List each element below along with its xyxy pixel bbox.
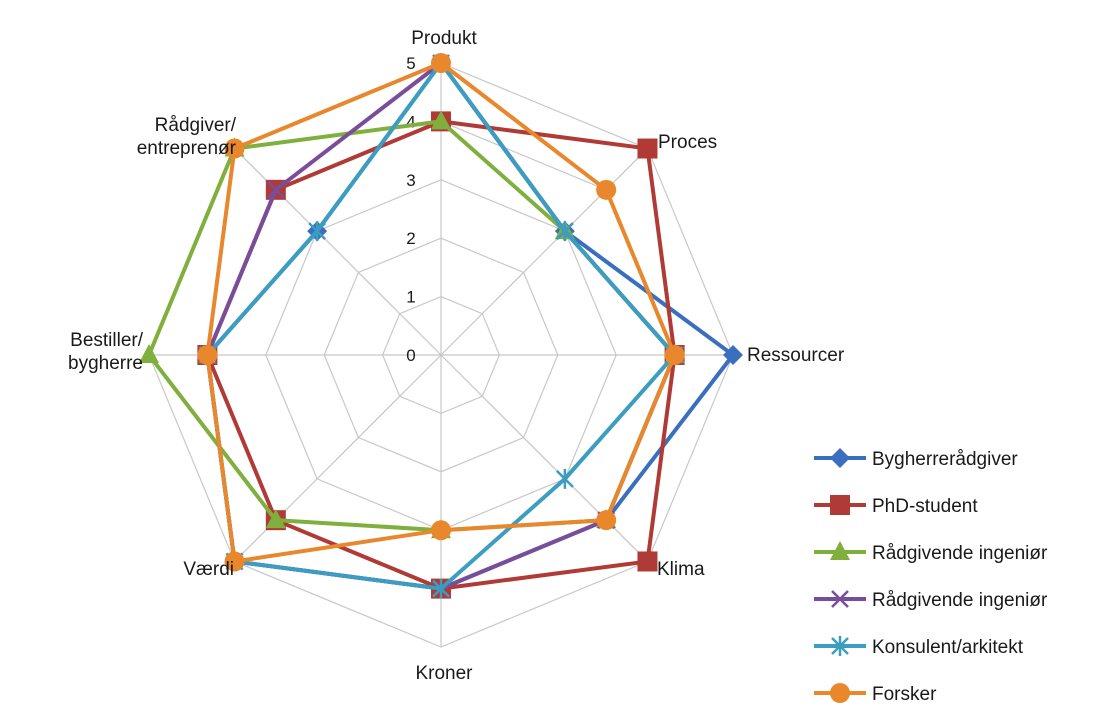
legend-label: Konsulent/arkitekt (872, 637, 1024, 658)
axis-label-line: Produkt (411, 28, 477, 49)
legend-item: Rådgivende ingeniør (814, 541, 1048, 564)
data-point (266, 180, 285, 199)
data-point (265, 509, 286, 529)
data-point (431, 520, 451, 541)
axis-label: Værdi (183, 559, 234, 580)
data-point (596, 510, 617, 531)
data-point (224, 138, 245, 159)
axis-label: Bestiller/bygherre (68, 330, 144, 374)
legend-item: Bygherrerådgiver (814, 448, 1018, 470)
tick-label: 5 (406, 54, 415, 73)
axis-label-line: bygherre (68, 353, 143, 374)
series-6 (197, 53, 685, 572)
data-point (197, 345, 218, 365)
legend-label: Bygherrerådgiver (872, 449, 1018, 470)
data-point (637, 551, 658, 572)
axis-label-line: Ressourcer (747, 345, 845, 366)
data-point (431, 53, 451, 73)
legend-label: Forsker (872, 684, 937, 705)
axis-label-line: Proces (658, 132, 717, 153)
data-point (723, 345, 743, 365)
axis-label-line: Kroner (415, 663, 473, 684)
legend-marker (830, 683, 850, 703)
axis-label: Produkt (411, 28, 477, 49)
grid-spoke (440, 148, 648, 356)
data-point (637, 138, 658, 159)
legend-label: Rådgivende ingeniør (872, 590, 1048, 611)
data-point (224, 551, 245, 572)
legend-item: Konsulent/arkitekt (814, 636, 1024, 658)
series-layer (139, 53, 743, 599)
data-point (431, 110, 451, 130)
axis-label-line: entreprenør (137, 138, 237, 159)
tick-layer: 0 1 2 3 4 5 (406, 54, 415, 365)
axis-label-line: Rådgiver/ (155, 115, 237, 136)
data-point (432, 578, 450, 599)
legend-item: Rådgivende ingeniør (814, 590, 1048, 611)
legend-label: PhD-student (872, 496, 978, 517)
legend-item: Forsker (814, 683, 937, 705)
tick-label: 4 (406, 112, 415, 131)
legend-marker (831, 590, 849, 608)
grid-spoke (440, 354, 648, 562)
legend-item: PhD-student (814, 495, 978, 517)
data-point (664, 345, 685, 365)
data-point (139, 344, 159, 363)
tick-label: 1 (406, 288, 415, 307)
axis-label: Klima (657, 559, 705, 580)
axis-label-line: Klima (657, 559, 705, 580)
legend-label: Rådgivende ingeniør (872, 543, 1048, 564)
axis-label-layer: Produkt Proces Ressourcer Klima Kroner Værdi B… (68, 28, 845, 684)
axis-label: Kroner (415, 663, 473, 684)
axis-label: Proces (658, 132, 717, 153)
data-point (556, 468, 574, 489)
legend-marker (830, 448, 850, 468)
axis-label-line: Værdi (183, 559, 234, 580)
axis-label: Ressourcer (747, 345, 845, 366)
grid-spoke (234, 354, 442, 562)
tick-label: 2 (406, 229, 415, 248)
data-point (596, 179, 617, 200)
data-point (556, 221, 574, 242)
data-point (308, 221, 326, 242)
legend-marker (831, 636, 849, 656)
axis-label: Rådgiver/entreprenør (137, 115, 237, 159)
axis-label-line: Bestiller/ (70, 330, 144, 351)
tick-label: 0 (406, 346, 415, 365)
legend-marker (830, 541, 850, 560)
legend: Bygherrerådgiver PhD-student Rådgivende in… (814, 448, 1048, 705)
tick-label: 3 (406, 171, 415, 190)
legend-marker (830, 495, 850, 515)
